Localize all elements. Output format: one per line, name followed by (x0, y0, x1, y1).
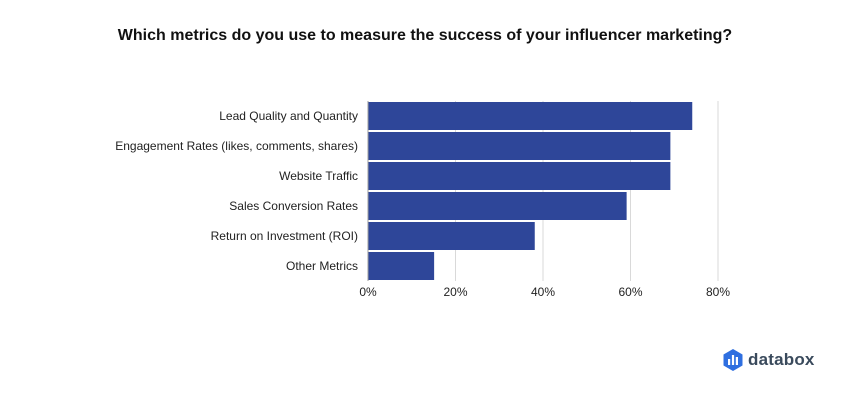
category-label: Other Metrics (286, 259, 358, 273)
databox-logo-icon (723, 349, 743, 371)
bar (368, 132, 671, 160)
gridlines (367, 101, 719, 281)
category-labels: Lead Quality and Quantity Engagement Rate… (115, 109, 358, 273)
x-tick-label: 60% (618, 285, 642, 299)
category-label: Return on Investment (ROI) (211, 229, 358, 243)
bar (368, 252, 435, 280)
databox-logo: databox (723, 349, 815, 371)
category-label: Lead Quality and Quantity (219, 109, 358, 123)
databox-logo-text: databox (748, 350, 815, 369)
bar (368, 102, 693, 130)
chart-title: Which metrics do you use to measure the … (117, 27, 733, 44)
bars (368, 102, 693, 280)
x-tick-label: 0% (359, 285, 377, 299)
x-axis-ticks: 0% 20% 40% 60% 80% (359, 285, 730, 299)
bar (368, 222, 535, 250)
bar (368, 192, 627, 220)
category-label: Sales Conversion Rates (229, 199, 358, 213)
category-label: Engagement Rates (likes, comments, share… (115, 139, 358, 153)
x-tick-label: 20% (443, 285, 467, 299)
x-tick-label: 40% (531, 285, 555, 299)
bar (368, 162, 671, 190)
x-tick-label: 80% (706, 285, 730, 299)
category-label: Website Traffic (279, 169, 358, 183)
